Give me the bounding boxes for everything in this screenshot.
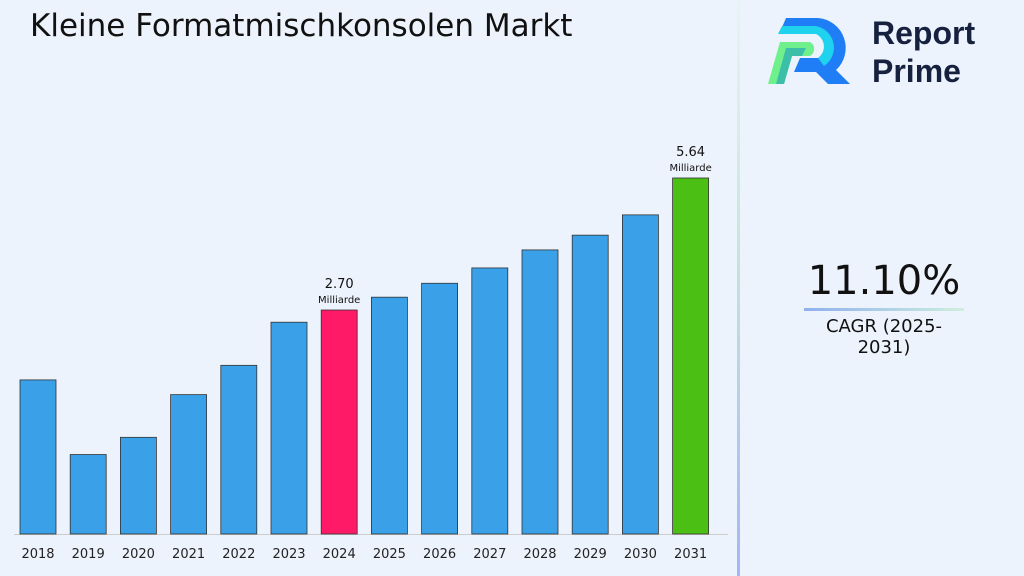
x-tick-label: 2024 (323, 547, 356, 562)
bar-2029 (571, 234, 609, 535)
bar-2025 (370, 296, 408, 535)
x-tick-label: 2025 (373, 547, 406, 562)
bar-2024 (320, 309, 358, 535)
x-tick-label: 2030 (624, 547, 657, 562)
bar-2023 (270, 321, 308, 535)
x-tick-label: 2020 (122, 547, 155, 562)
bar-2028 (521, 249, 559, 535)
x-tick-label: 2018 (21, 547, 54, 562)
bar-2027 (471, 267, 509, 535)
bar-2031 (672, 177, 709, 535)
x-tick-label: 2029 (574, 547, 607, 562)
x-tick-label: 2019 (72, 547, 105, 562)
x-tick-label: 2028 (523, 547, 556, 562)
x-tick-label: 2022 (222, 547, 255, 562)
data-label-unit: Milliarde (318, 295, 360, 306)
data-label-unit: Milliarde (669, 163, 711, 174)
bar-2022 (220, 364, 258, 535)
brand-name: Report Prime (872, 14, 975, 90)
bar-2021 (170, 394, 208, 535)
bar-2026 (421, 282, 459, 535)
bar-2020 (120, 436, 157, 535)
cagr-underline (804, 308, 964, 311)
x-tick-label: 2031 (674, 547, 707, 562)
x-tick-label: 2027 (473, 547, 506, 562)
bar-2030 (622, 214, 659, 535)
cagr-value: 11.10% (807, 258, 961, 304)
data-label-value: 2.70 (325, 277, 354, 292)
brand-name-line2: Prime (872, 53, 961, 89)
divider (737, 0, 740, 576)
x-tick-label: 2026 (423, 547, 456, 562)
report-prime-logo-icon (768, 18, 850, 84)
bar-2018 (19, 379, 57, 535)
chart-title: Kleine Formatmischkonsolen Markt (30, 8, 573, 44)
cagr-label: CAGR (2025-2031) (825, 316, 943, 358)
bar-2019 (69, 454, 107, 535)
bar-chart: 2018 2019 2020 2021 2022 2023 2024 2.70 Milliard… (14, 145, 728, 562)
data-label-value: 5.64 (676, 145, 705, 160)
x-tick-label: 2023 (272, 547, 305, 562)
x-tick-label: 2021 (172, 547, 205, 562)
brand-name-line1: Report (872, 15, 976, 51)
